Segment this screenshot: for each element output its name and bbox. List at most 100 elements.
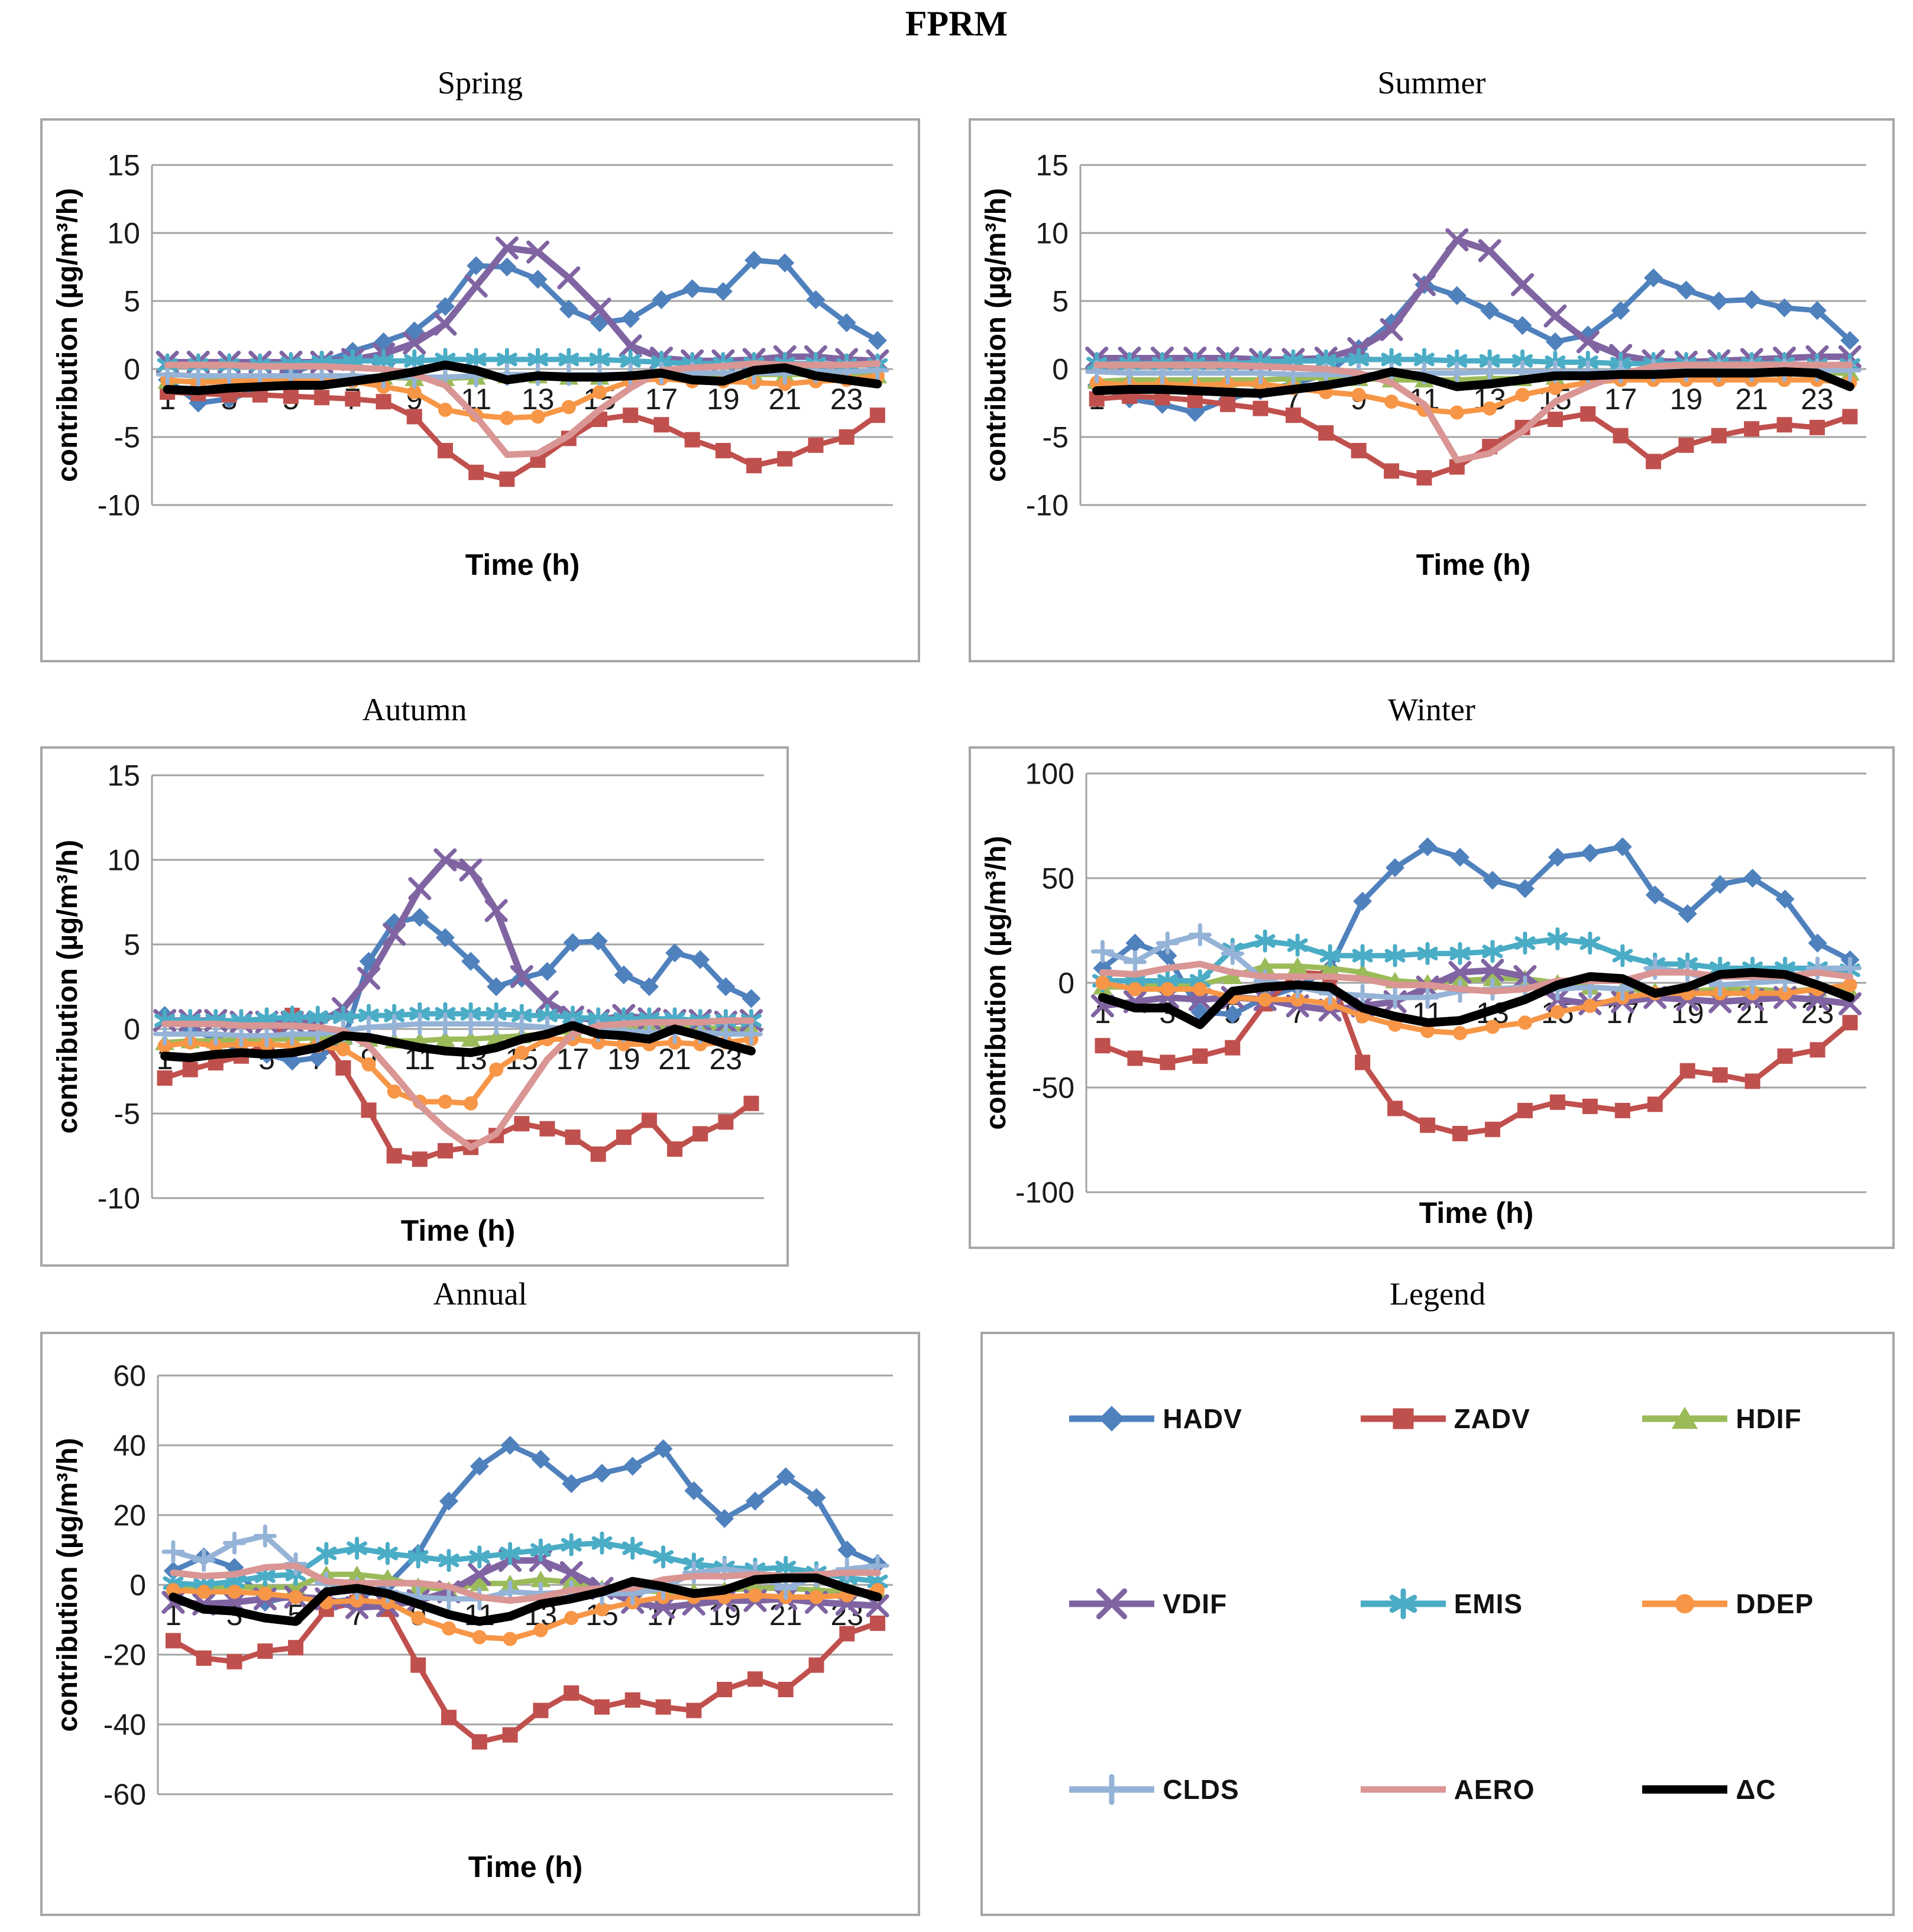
aero-legend-marker <box>1360 1786 1446 1793</box>
legend-item-hdif: HDIF <box>1637 1398 1801 1439</box>
y-axis-title: contribution (µg/m³/h) <box>52 188 83 482</box>
svg-text:-5: -5 <box>114 1098 140 1131</box>
svg-text:10: 10 <box>107 217 140 250</box>
vdif-legend-marker <box>1069 1588 1155 1620</box>
chart-title-autumn: Autumn <box>362 692 467 727</box>
legend-title: Legend <box>1390 1276 1485 1312</box>
y-tick-labels: 100 50 0 -50 -100 <box>1015 758 1074 1209</box>
legend-box: HADV ZADV HDIF VDIF EMIS DDEP CLDS AERO ΔC <box>983 1334 1892 1914</box>
chart-title-spring: Spring <box>437 65 523 101</box>
spring-series-delta-C <box>163 360 882 396</box>
svg-text:0: 0 <box>1052 353 1069 386</box>
svg-text:19: 19 <box>1670 383 1703 416</box>
legend-item-zadv: ZADV <box>1356 1398 1530 1439</box>
x-axis-title: Time (h) <box>1416 548 1531 581</box>
chart-title-summer: Summer <box>1377 65 1486 101</box>
zadv-legend-marker <box>1360 1408 1446 1429</box>
chart-title-winter: Winter <box>1388 692 1475 727</box>
annual-series-delta-C <box>169 1573 882 1626</box>
annual-chart-panel: 6040200-20-40-601357911131517192123Time … <box>40 1332 920 1916</box>
y-tick-labels: 15 10 5 0 -5 -10 <box>98 759 140 1215</box>
summer-series-delta-C <box>1092 367 1854 398</box>
svg-text:0: 0 <box>124 1013 140 1046</box>
y-tick-labels: 15 10 5 0 -5 -10 <box>1026 149 1069 522</box>
svg-text:15: 15 <box>107 759 140 792</box>
legend-item-ddep: DDEP <box>1637 1583 1814 1624</box>
legend-item-vdif: VDIF <box>1064 1583 1227 1624</box>
legend-label-clds: CLDS <box>1163 1774 1239 1805</box>
svg-text:-5: -5 <box>1043 421 1069 454</box>
legend-panel: HADV ZADV HDIF VDIF EMIS DDEP CLDS AERO ΔC <box>980 1332 1895 1916</box>
autumn-series-delta-C <box>160 1021 756 1063</box>
x-axis-title: Time (h) <box>1419 1196 1534 1229</box>
x-axis-title: Time (h) <box>401 1214 516 1247</box>
legend-label-delta-c: ΔC <box>1736 1774 1776 1805</box>
svg-text:0: 0 <box>130 1569 146 1602</box>
svg-text:23: 23 <box>830 383 863 416</box>
svg-text:-50: -50 <box>1032 1072 1074 1105</box>
x-axis-title: Time (h) <box>468 1850 583 1884</box>
y-axis-title: contribution (µg/m³/h) <box>52 840 83 1134</box>
legend-label-zadv: ZADV <box>1454 1403 1530 1434</box>
svg-text:17: 17 <box>1604 383 1637 416</box>
autumn-series-AERO <box>161 1017 755 1151</box>
winter-series-delta-C <box>1098 967 1854 1030</box>
emis-legend-marker <box>1360 1588 1446 1620</box>
legend-item-hadv: HADV <box>1064 1398 1242 1439</box>
svg-text:40: 40 <box>113 1429 146 1462</box>
svg-text:-20: -20 <box>103 1639 146 1672</box>
svg-text:-10: -10 <box>98 489 140 522</box>
legend-item-delta-c: ΔC <box>1637 1769 1776 1810</box>
svg-text:-100: -100 <box>1015 1176 1074 1209</box>
annual-series-DDEP <box>166 1583 885 1646</box>
y-tick-labels: 60 40 20 0 -20 -40 -60 <box>103 1360 146 1811</box>
hadv-legend-marker <box>1069 1406 1155 1432</box>
svg-text:23: 23 <box>1801 383 1834 416</box>
svg-text:100: 100 <box>1025 758 1074 791</box>
winter-series-ZADV <box>1095 965 1858 1141</box>
svg-text:-60: -60 <box>103 1778 146 1811</box>
svg-text:0: 0 <box>124 353 140 386</box>
legend-item-aero: AERO <box>1356 1769 1535 1810</box>
svg-text:15: 15 <box>107 149 140 182</box>
autumn-series-VDIF <box>153 848 763 1035</box>
y-axis-title: contribution (µg/m³/h) <box>980 836 1012 1130</box>
svg-text:10: 10 <box>107 844 140 877</box>
ddep-legend-marker <box>1642 1594 1728 1614</box>
svg-text:17: 17 <box>645 383 678 416</box>
svg-text:21: 21 <box>1735 383 1768 416</box>
svg-text:15: 15 <box>1035 149 1069 182</box>
svg-text:10: 10 <box>1035 217 1069 250</box>
legend-label-vdif: VDIF <box>1163 1588 1228 1620</box>
legend-label-ddep: DDEP <box>1736 1588 1814 1620</box>
svg-text:5: 5 <box>124 928 140 962</box>
legend-item-emis: EMIS <box>1356 1583 1523 1624</box>
svg-text:5: 5 <box>124 285 140 318</box>
spring-series-VDIF <box>156 236 889 374</box>
annual-series-AERO <box>170 1562 881 1604</box>
y-tick-labels: 15 10 5 0 -5 -10 <box>98 149 140 522</box>
clds-legend-marker <box>1069 1774 1155 1805</box>
annual-chart-canvas: 6040200-20-40-601357911131517192123Time … <box>43 1334 918 1914</box>
svg-text:-10: -10 <box>1026 489 1069 522</box>
svg-text:50: 50 <box>1041 862 1074 895</box>
svg-text:-40: -40 <box>103 1708 146 1742</box>
svg-text:20: 20 <box>113 1499 146 1532</box>
legend-label-hdif: HDIF <box>1736 1403 1802 1434</box>
legend-label-emis: EMIS <box>1454 1588 1523 1620</box>
hdif-legend-marker <box>1642 1406 1728 1429</box>
svg-text:5: 5 <box>1052 285 1069 318</box>
legend-label-hadv: HADV <box>1163 1403 1242 1434</box>
summer-series-AERO <box>1093 361 1853 464</box>
delta-c-legend-marker <box>1642 1785 1728 1794</box>
spring-series-AERO <box>164 360 881 458</box>
annual-series-ZADV <box>165 1594 886 1750</box>
y-axis-title: contribution (µg/m³/h) <box>980 188 1012 482</box>
